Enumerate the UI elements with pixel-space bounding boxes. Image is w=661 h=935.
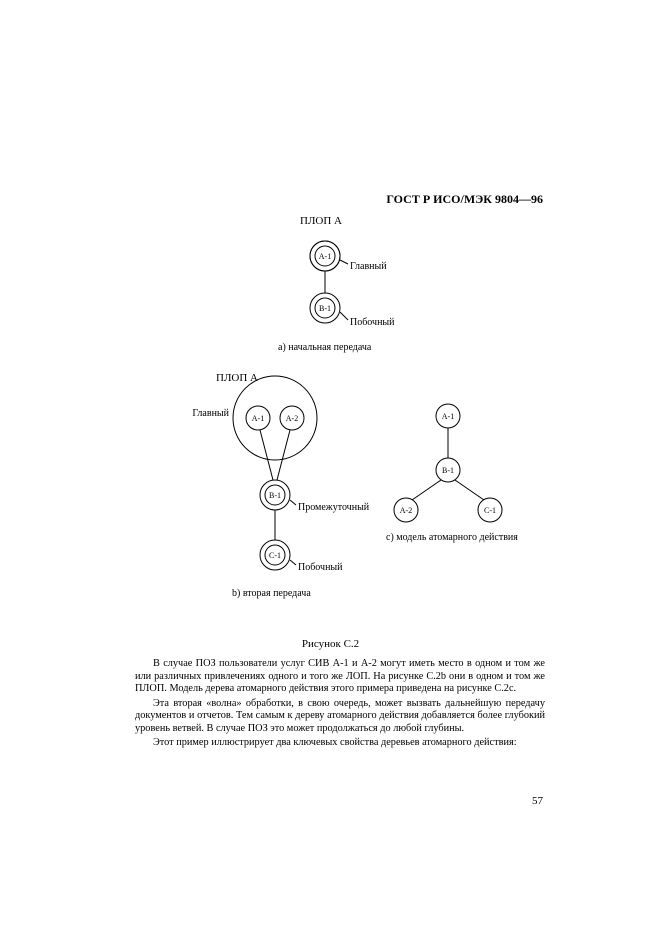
diagram-a-node-b1-label: B-1 [319,304,331,313]
diagram-c-node-a1-label: A-1 [442,412,454,421]
diagram-b-title: ПЛОП A [216,372,258,384]
diagram-b-main-label: Главный [192,408,229,419]
diagram-a-title: ПЛОП A [300,215,342,227]
diagram-c-caption: c) модель атомарного действия [386,532,518,543]
diagram-b-edge-a1-b1 [260,430,273,480]
diagram-b-leader-c1 [290,560,296,565]
diagram-a-leader-b1 [340,312,348,320]
paragraph-1: В случае ПОЗ пользователи услуг СИВ А-1 … [135,658,545,696]
diagram-b-node-c1-label: C-1 [269,551,281,560]
diagram-c-edge-b1-c1 [455,480,484,500]
diagram-a-role-b1: Побочный [350,317,395,328]
diagram-b-caption: b) вторая передача [232,588,311,599]
diagram-b-node-a2-label: A-2 [286,414,298,423]
diagram-c-node-a2-label: A-2 [400,506,412,515]
figure-title: Рисунок С.2 [0,638,661,650]
diagram-b-node-a1-label: A-1 [252,414,264,423]
diagram-b-role-b1: Промежуточный [298,502,370,513]
diagram-a-role-a1: Главный [350,261,387,272]
figure-c2-diagrams: ПЛОП A A-1 Главный B-1 Побочный a) начал… [0,0,661,640]
diagram-b-edge-a2-b1 [277,430,290,480]
paragraph-2: Эта вторая «волна» обработки, в свою оче… [135,698,545,736]
diagram-a-node-a1-label: A-1 [319,252,331,261]
page: ГОСТ Р ИСО/МЭК 9804—96 ПЛОП A A-1 Главны… [0,0,661,935]
diagram-c-node-c1-label: C-1 [484,506,496,515]
diagram-b-node-b1-label: B-1 [269,491,281,500]
diagram-b-leader-b1 [290,500,296,505]
paragraph-3: Этот пример иллюстрирует два ключевых св… [135,737,545,750]
diagram-c-node-b1-label: B-1 [442,466,454,475]
diagram-a-leader-a1 [340,260,348,264]
diagram-a-caption: a) начальная передача [278,342,372,353]
body-text: В случае ПОЗ пользователи услуг СИВ А-1 … [135,658,545,752]
page-number: 57 [532,795,543,807]
diagram-b-role-c1: Побочный [298,562,343,573]
diagram-c-edge-b1-a2 [412,480,441,500]
